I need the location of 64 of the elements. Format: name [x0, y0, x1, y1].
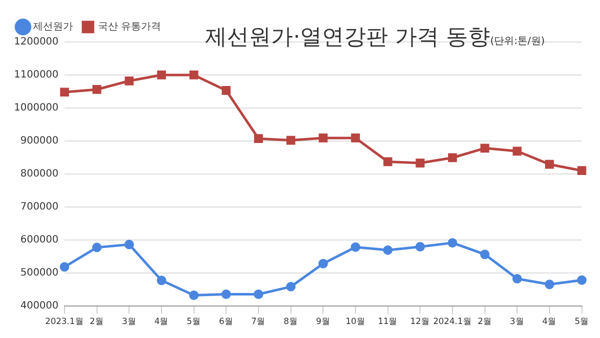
point: [545, 160, 554, 169]
point: [512, 146, 522, 156]
chart-subtitle: (단위:톤/원): [490, 36, 545, 47]
x-tick-label: 11월: [378, 317, 398, 328]
y-tick-label: 600000: [20, 234, 59, 246]
point: [60, 88, 69, 97]
point: [124, 76, 134, 86]
x-tick-label: 6월: [218, 317, 234, 328]
legend-label: 국산 유통가격: [98, 22, 162, 33]
y-tick-label: 500000: [20, 267, 59, 278]
x-tick-label: 9월: [316, 317, 330, 328]
point: [189, 290, 199, 300]
point: [480, 144, 490, 153]
x-tick-label: 4월: [542, 317, 557, 328]
point: [318, 134, 328, 142]
point: [254, 290, 264, 300]
point: [124, 240, 134, 250]
point: [448, 153, 457, 162]
y-tick-label: 1000000: [14, 102, 59, 114]
x-tick-label: 3월: [122, 317, 136, 328]
point: [415, 242, 425, 252]
x-tick-label: 3월: [510, 317, 524, 328]
point: [221, 290, 231, 300]
y-tick-label: 400000: [20, 300, 59, 312]
point: [254, 134, 263, 144]
x-tick-label: 2월: [90, 317, 104, 328]
y-tick-label: 800000: [20, 168, 59, 180]
point: [222, 86, 231, 95]
point: [318, 258, 328, 268]
x-tick-label: 4월: [154, 317, 169, 328]
y-tick-label: 900000: [20, 136, 59, 147]
y-tick-label: 1200000: [14, 36, 59, 48]
chart-title: 제선원가·열연강판 가격 동향: [205, 25, 490, 50]
point: [92, 242, 102, 252]
point: [383, 157, 392, 166]
point: [350, 242, 360, 252]
x-tick-label: 2023.1월: [45, 317, 84, 328]
legend-label: 제선원가: [33, 22, 73, 33]
x-tick-label: 5월: [186, 317, 202, 328]
x-tick-label: 8월: [284, 317, 298, 328]
point: [577, 166, 586, 176]
point: [577, 275, 587, 285]
point: [480, 250, 490, 260]
x-tick-label: 2024.1월: [433, 317, 472, 328]
point: [286, 282, 296, 292]
y-tick-label: 700000: [20, 201, 59, 212]
x-tick-label: 10월: [346, 317, 366, 328]
point: [416, 158, 425, 168]
point: [286, 136, 296, 145]
point: [448, 238, 458, 248]
point: [92, 85, 102, 94]
point: [351, 134, 360, 142]
point: [512, 274, 522, 284]
point: [189, 70, 198, 80]
y-tick-label: 1100000: [14, 70, 59, 81]
x-tick-label: 7월: [251, 317, 266, 328]
x-tick-label: 5월: [574, 317, 590, 328]
point: [156, 276, 166, 286]
point: [544, 280, 554, 290]
point: [383, 245, 393, 255]
point: [157, 70, 166, 80]
x-tick-label: 2월: [478, 317, 492, 328]
x-tick-label: 12월: [410, 317, 430, 328]
point: [60, 262, 70, 272]
